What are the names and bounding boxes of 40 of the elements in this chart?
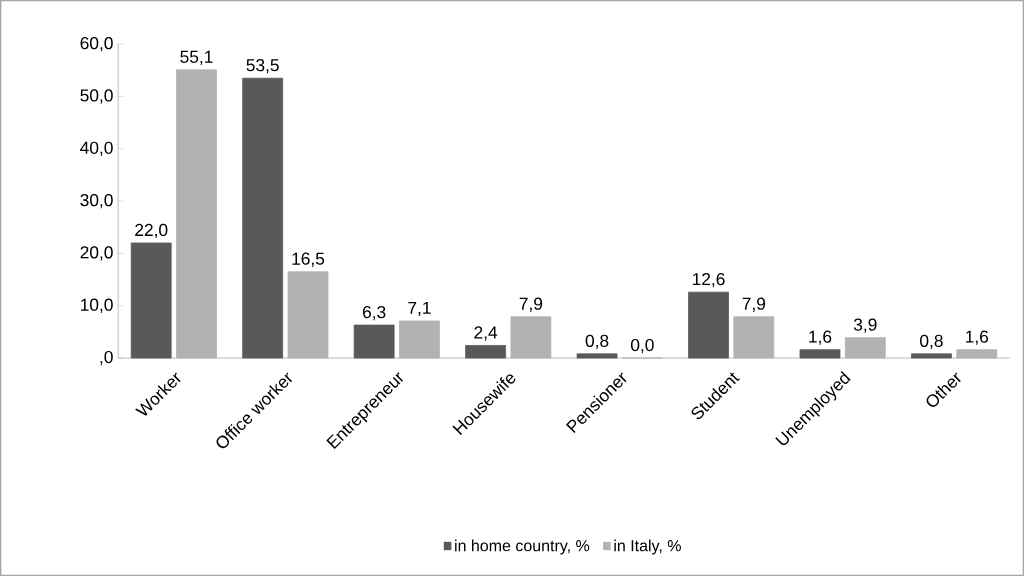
bar [844,337,886,359]
bar [242,77,284,359]
bar [353,324,395,359]
y-tick-label: ,0 [100,350,113,366]
bar [130,242,172,359]
bar [956,349,998,359]
data-label: 1,6 [809,330,832,345]
legend-label: in home country, % [455,539,590,555]
data-label: 55,1 [180,50,213,65]
bar [911,353,952,359]
legend-label: in Italy, % [614,539,681,555]
data-label: 6,3 [362,305,386,321]
data-label: 1,6 [966,330,989,345]
data-label: 22,0 [135,223,168,239]
data-label: 3,9 [853,318,877,333]
bar [176,69,217,359]
y-tick-label: 60,0 [80,36,113,52]
y-tick-label: 40,0 [80,141,113,156]
bar [287,271,329,359]
y-tick-label: 50,0 [80,89,113,104]
bar [399,320,440,359]
y-tick-label: 10,0 [81,298,113,313]
data-label: 0,8 [585,334,609,349]
data-label: 7,9 [742,297,766,312]
data-label: 0,0 [631,338,654,354]
data-label: 7,9 [519,297,543,312]
bar [733,316,775,359]
bar [510,316,552,359]
data-label: 7,1 [408,301,431,316]
data-label: 12,6 [692,272,725,288]
bar [799,349,841,359]
data-label: 0,8 [920,334,943,349]
bar [465,345,506,359]
bar [688,291,729,359]
y-tick-label: 20,0 [80,246,113,261]
data-label: 53,5 [246,58,279,74]
bar [576,353,618,359]
data-label: 16,5 [292,252,325,267]
data-label: 2,4 [474,326,498,341]
y-tick-label: 30,0 [80,193,113,209]
